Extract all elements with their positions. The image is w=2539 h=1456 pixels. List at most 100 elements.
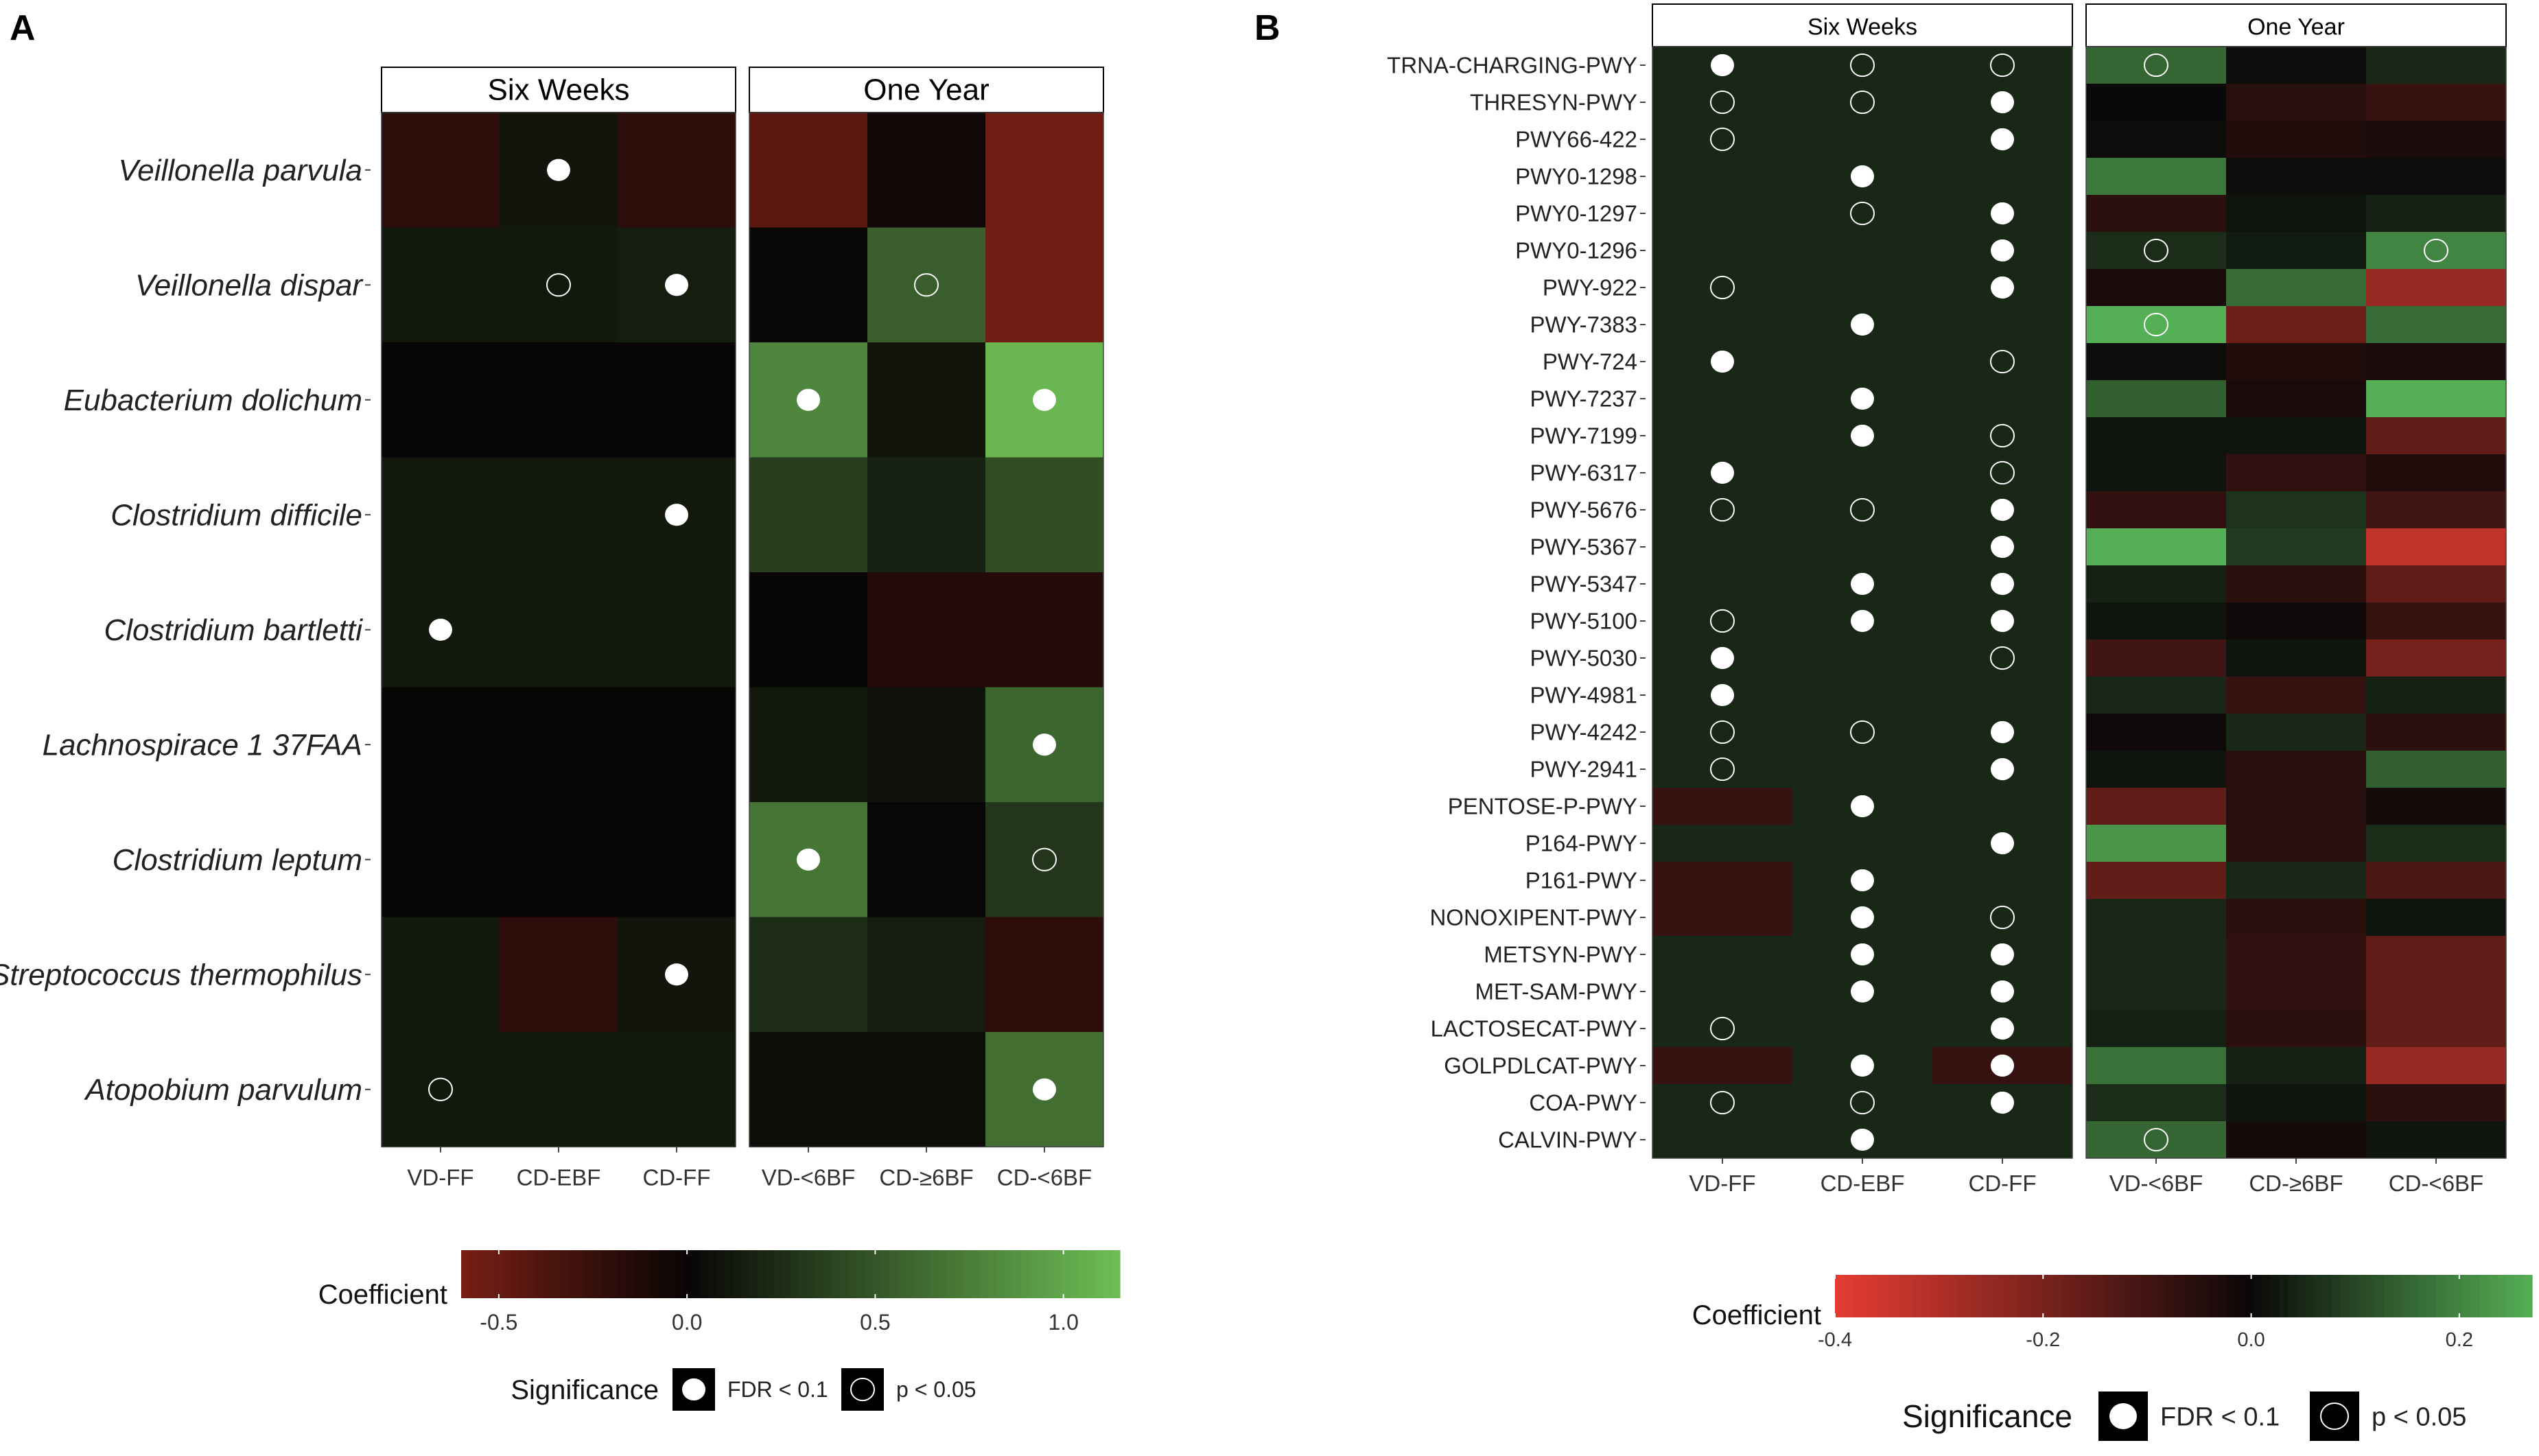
row-label: PWY-5347 xyxy=(1530,572,1637,597)
fdr-marker xyxy=(1851,165,1874,188)
fdr-marker xyxy=(1851,943,1874,966)
heatmap-cell xyxy=(749,687,868,803)
row-label: Veillonella parvula xyxy=(119,154,362,187)
colorbar-segment xyxy=(1895,1275,1906,1317)
heatmap-cell xyxy=(867,342,986,458)
row-label: Veillonella dispar xyxy=(135,269,364,303)
p-marker xyxy=(1710,720,1735,744)
fdr-marker xyxy=(1851,869,1874,892)
heatmap-cell xyxy=(1792,1084,1933,1122)
p-marker xyxy=(428,1077,453,1101)
heatmap-cell xyxy=(382,342,500,458)
colorbar-segment xyxy=(856,1250,865,1298)
fdr-marker xyxy=(1851,572,1874,596)
heatmap-cell xyxy=(1792,195,1933,233)
colorbar-segment xyxy=(733,1250,742,1298)
colorbar-segment xyxy=(1869,1275,1880,1317)
colorbar-segment xyxy=(914,1250,923,1298)
p-legend-ring xyxy=(850,1377,875,1402)
colorbar-segment xyxy=(2505,1275,2516,1317)
heatmap-cell xyxy=(2086,899,2227,937)
colorbar-segment xyxy=(2297,1275,2306,1317)
facet-label: One Year xyxy=(2247,14,2345,40)
facet-strip xyxy=(2085,3,2507,47)
p-marker xyxy=(1710,757,1735,782)
heatmap-cell xyxy=(2086,121,2227,158)
heatmap-cell xyxy=(2366,121,2507,158)
colorbar-segment xyxy=(2201,1275,2210,1317)
colorbar-tick-label: 0.0 xyxy=(672,1310,702,1335)
fdr-marker xyxy=(1991,239,2014,262)
colorbar-tick-label: 0.2 xyxy=(2446,1329,2473,1351)
row-label: PWY0-1298 xyxy=(1515,164,1637,189)
fdr-marker xyxy=(1851,980,1874,1003)
heatmap-cell xyxy=(1792,639,1933,677)
heatmap-cell xyxy=(2226,306,2367,344)
colorbar-segment xyxy=(1939,1275,1949,1317)
heatmap-cell xyxy=(2366,1047,2507,1085)
column-label: CD-≥6BF xyxy=(879,1165,973,1190)
heatmap-cell xyxy=(1652,899,1793,937)
heatmap-cell xyxy=(867,802,986,917)
colorbar-segment xyxy=(585,1250,594,1298)
row-label: PWY-2941 xyxy=(1530,757,1637,782)
fdr-marker xyxy=(1991,758,2014,781)
heatmap-cell xyxy=(2226,788,2367,825)
colorbar-segment xyxy=(2044,1275,2054,1317)
heatmap-cell xyxy=(2086,751,2227,788)
heatmap-cell xyxy=(1652,936,1793,974)
colorbar-segment xyxy=(527,1250,536,1298)
colorbar-segment xyxy=(1046,1250,1055,1298)
heatmap-cell xyxy=(382,227,500,343)
colorbar-segment xyxy=(1103,1250,1112,1298)
legend-key-p xyxy=(2310,1392,2359,1441)
heatmap-cell xyxy=(867,227,986,343)
colorbar-segment xyxy=(906,1250,915,1298)
colorbar-segment xyxy=(609,1250,618,1298)
heatmap-cell xyxy=(382,457,500,573)
heatmap-cell xyxy=(2366,751,2507,788)
heatmap-cell xyxy=(2086,380,2227,418)
heatmap-cell xyxy=(618,1032,736,1147)
colorbar-segment xyxy=(2079,1275,2088,1317)
heatmap-cell xyxy=(500,342,618,458)
colorbar-segment xyxy=(2210,1275,2219,1317)
heatmap-cell xyxy=(2086,158,2227,196)
row-label: PWY-5030 xyxy=(1530,646,1637,671)
heatmap-cell xyxy=(2226,121,2367,158)
heatmap-cell xyxy=(1932,1121,2073,1159)
row-label: GOLPDLCAT-PWY xyxy=(1444,1053,1637,1079)
heatmap-cell xyxy=(2226,195,2367,233)
fdr-marker xyxy=(1991,720,2014,744)
heatmap-cell xyxy=(2226,677,2367,714)
colorbar-segment xyxy=(2026,1275,2036,1317)
row-label: PWY0-1297 xyxy=(1515,201,1637,226)
p-marker xyxy=(1710,1016,1735,1041)
p-marker xyxy=(2144,238,2168,263)
colorbar-tick-label: 1.0 xyxy=(1048,1310,1078,1335)
heatmap-cell xyxy=(2226,84,2367,121)
heatmap-cell xyxy=(2226,417,2367,455)
row-label: MET-SAM-PWY xyxy=(1475,979,1638,1005)
heatmap-cell xyxy=(2086,565,2227,603)
heatmap-cell xyxy=(1792,454,1933,492)
fdr-marker xyxy=(1991,832,2014,855)
heatmap-cell xyxy=(1652,1121,1793,1159)
colorbar-segment xyxy=(2462,1275,2472,1317)
fdr-legend-dot xyxy=(2109,1403,2137,1429)
colorbar-title: Coefficient xyxy=(1692,1300,1821,1330)
colorbar-segment xyxy=(700,1250,709,1298)
fdr-marker xyxy=(1991,535,2014,559)
fdr-marker xyxy=(1711,646,1734,670)
heatmap-cell xyxy=(500,457,618,573)
colorbar-segment xyxy=(774,1250,783,1298)
p-marker xyxy=(1990,53,2015,78)
colorbar-segment xyxy=(922,1250,931,1298)
colorbar-segment xyxy=(2052,1275,2062,1317)
heatmap-cell xyxy=(1792,751,1933,788)
heatmap-cell xyxy=(500,1032,618,1147)
colorbar-segment xyxy=(2305,1275,2315,1317)
heatmap-cell xyxy=(2086,936,2227,974)
heatmap-cell xyxy=(2086,47,2227,84)
colorbar-segment xyxy=(2218,1275,2228,1317)
